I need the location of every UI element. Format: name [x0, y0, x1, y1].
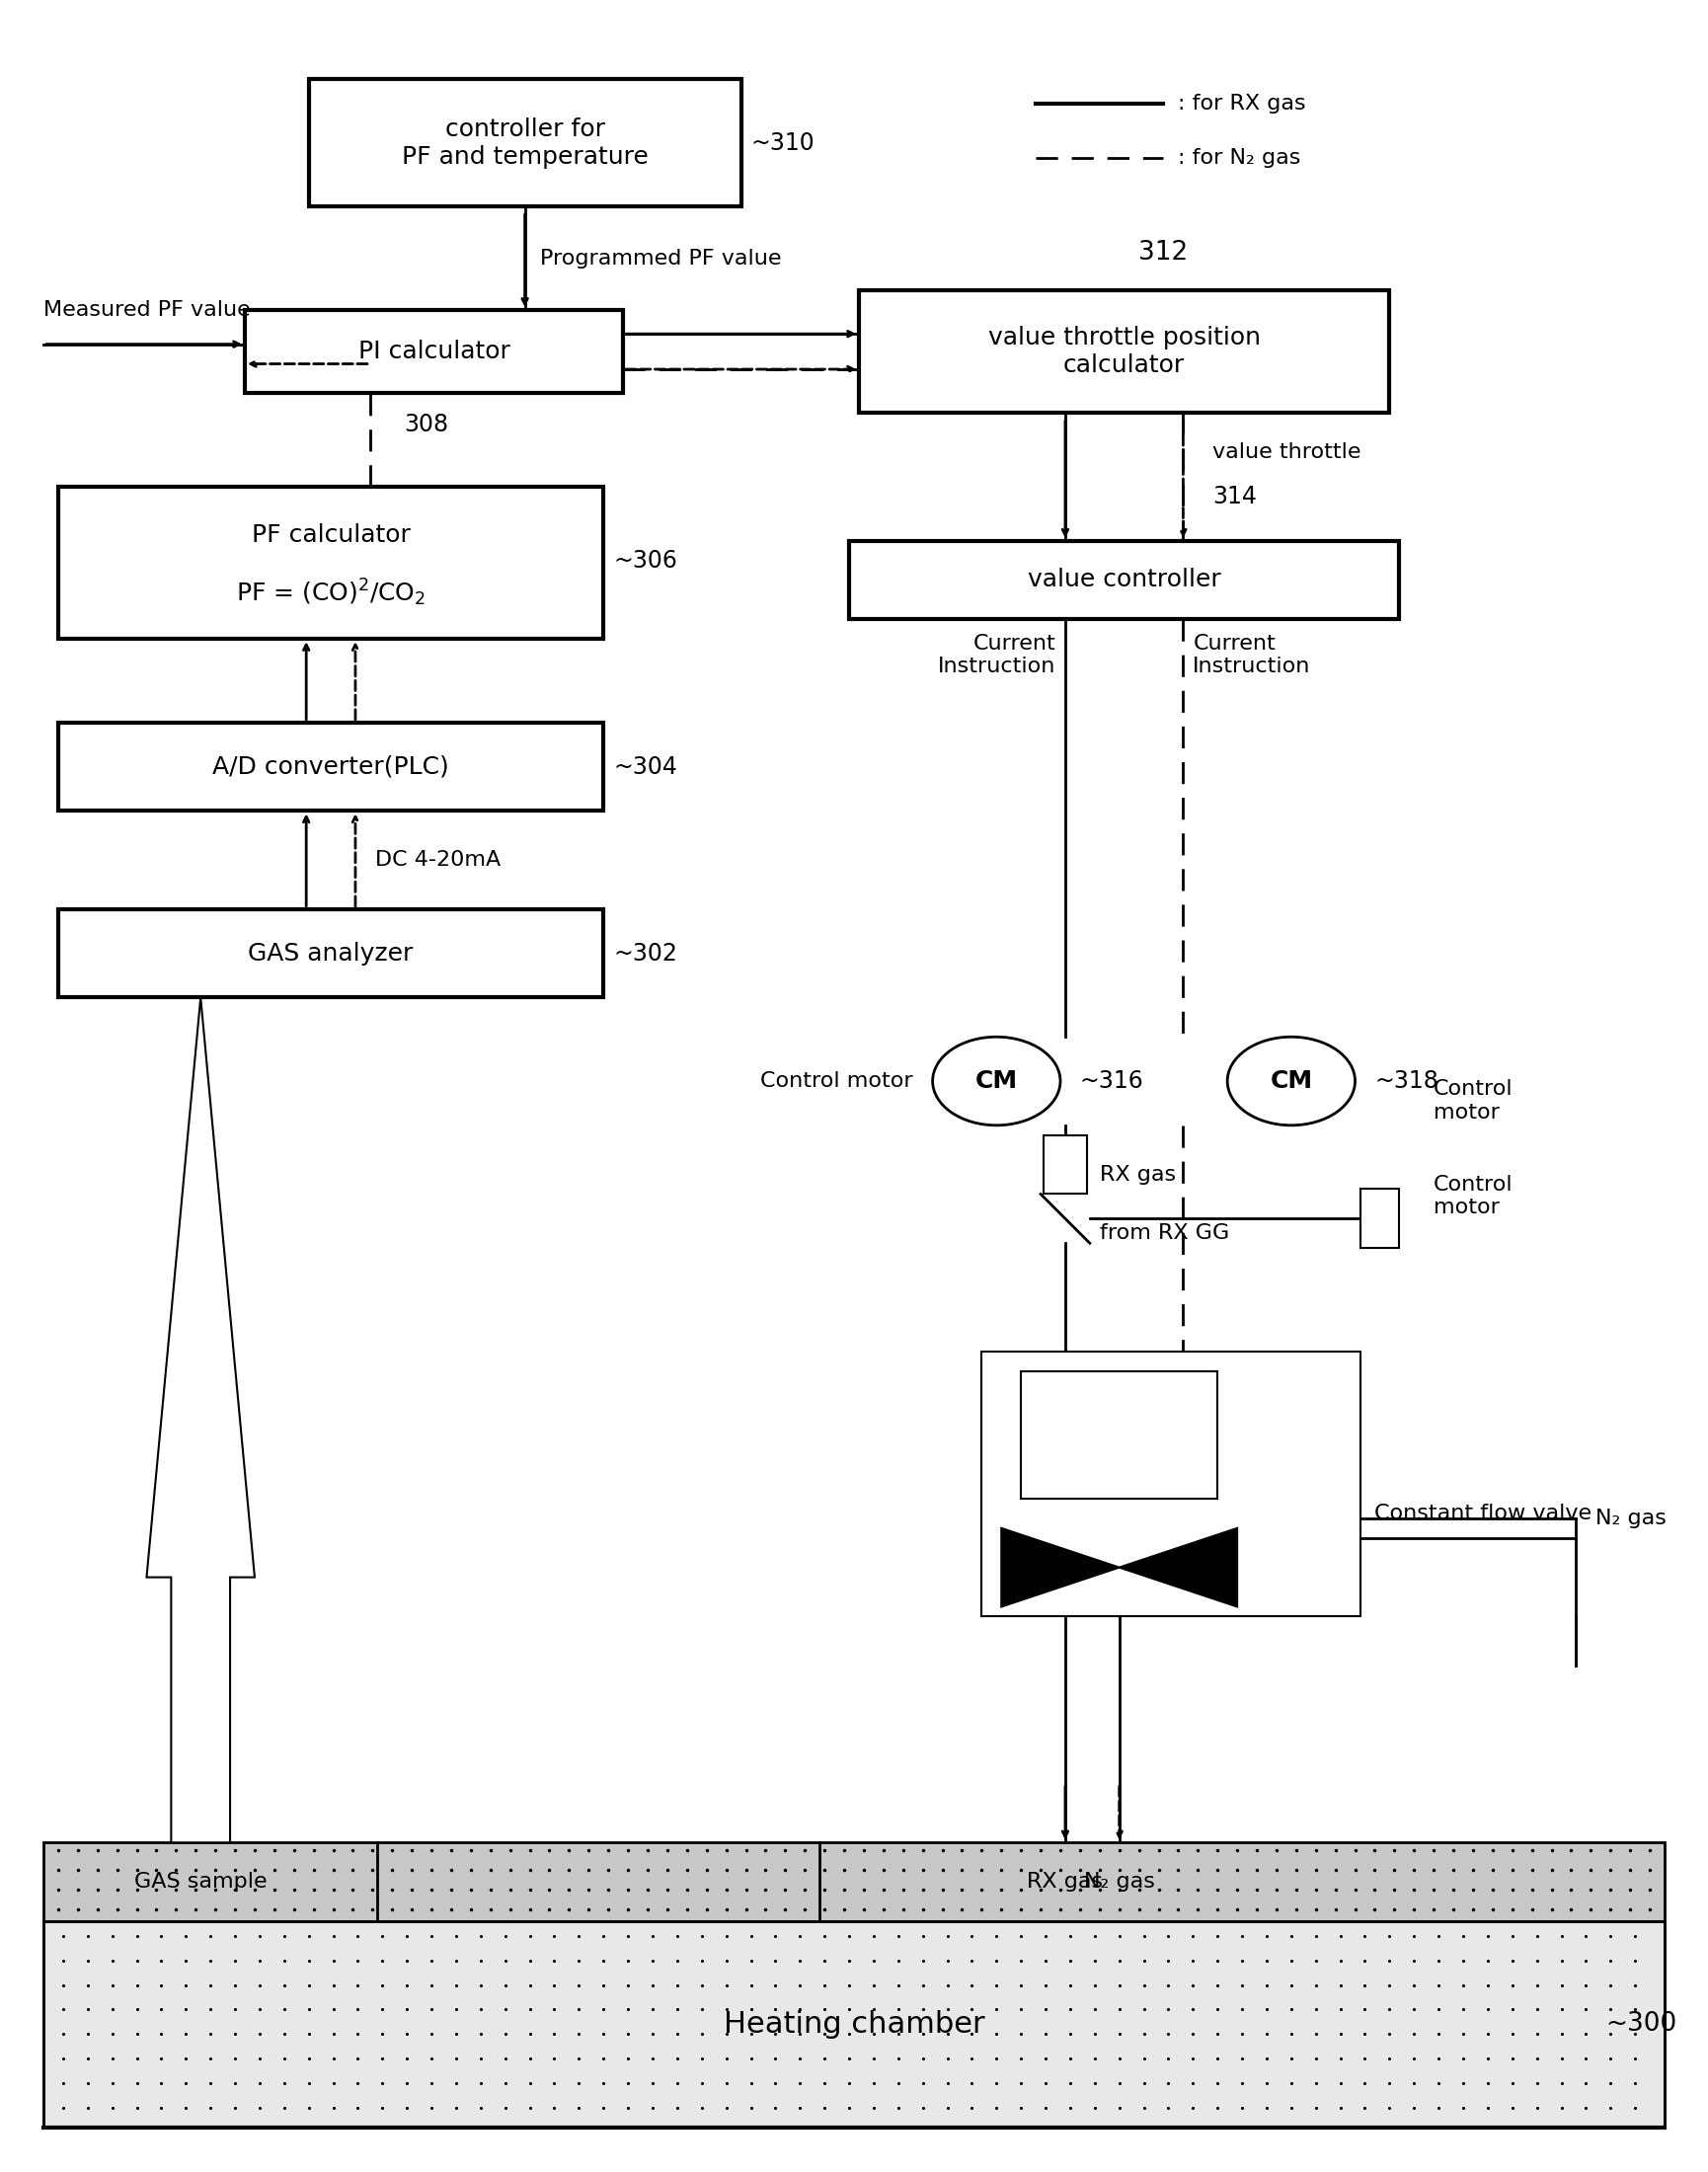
Bar	[982, 1351, 1360, 1616]
Text: ~316: ~316	[1079, 1069, 1144, 1093]
Text: from RX GG: from RX GG	[1100, 1223, 1230, 1242]
Text: 308: 308	[405, 413, 449, 437]
Text: Control motor: Control motor	[760, 1071, 914, 1090]
Text: Control
motor: Control motor	[1433, 1175, 1513, 1216]
Bar	[58, 723, 603, 810]
Bar	[43, 1842, 1665, 2126]
Text: ~302: ~302	[613, 940, 678, 964]
Text: 314: 314	[1213, 484, 1257, 508]
Text: Purging: Purging	[1114, 1479, 1197, 1499]
Text: ~318: ~318	[1375, 1069, 1438, 1093]
Text: CM: CM	[975, 1069, 1018, 1093]
Text: PF = (CO)$^2$/CO$_2$: PF = (CO)$^2$/CO$_2$	[236, 578, 425, 608]
Bar	[309, 78, 741, 206]
Text: Current
Instruction: Current Instruction	[938, 634, 1056, 678]
Bar	[58, 910, 603, 997]
Polygon shape	[1001, 1529, 1119, 1607]
Text: Measured PF value: Measured PF value	[43, 300, 251, 319]
Polygon shape	[1119, 1529, 1237, 1607]
Text: value controller: value controller	[1028, 569, 1221, 591]
Polygon shape	[147, 997, 254, 1842]
Ellipse shape	[933, 1036, 1061, 1125]
Text: CM: CM	[1271, 1069, 1312, 1093]
Bar	[43, 1922, 1665, 2126]
Text: Control
motor: Control motor	[1433, 1079, 1513, 1123]
Text: ~304: ~304	[613, 756, 678, 778]
Text: GAS analyzer: GAS analyzer	[248, 940, 413, 964]
Text: Current
Instruction: Current Instruction	[1192, 634, 1310, 678]
Text: : for RX gas: : for RX gas	[1179, 93, 1307, 113]
Text: A/D converter(PLC): A/D converter(PLC)	[212, 756, 449, 778]
Text: Heating chamber: Heating chamber	[724, 2009, 984, 2040]
Text: N₂ gas: N₂ gas	[1085, 1872, 1155, 1892]
Text: ~306: ~306	[613, 550, 678, 571]
Bar	[1360, 1188, 1399, 1249]
Text: controller for
PF and temperature: controller for PF and temperature	[401, 117, 649, 169]
Text: Programmed PF value: Programmed PF value	[540, 248, 781, 267]
Text: RX gas: RX gas	[1100, 1164, 1175, 1184]
Text: 312: 312	[1139, 239, 1189, 265]
Text: RX gas: RX gas	[1027, 1872, 1103, 1892]
Bar	[849, 541, 1399, 619]
Text: ~310: ~310	[752, 130, 815, 154]
Text: : for N₂ gas: : for N₂ gas	[1179, 148, 1301, 167]
Bar	[244, 311, 623, 393]
Text: value throttle position
calculator: value throttle position calculator	[987, 326, 1261, 378]
Bar	[1021, 1371, 1218, 1499]
Text: GAS sample: GAS sample	[135, 1872, 266, 1892]
Ellipse shape	[1228, 1036, 1354, 1125]
Text: DC 4-20mA: DC 4-20mA	[376, 849, 500, 871]
Text: ~300: ~300	[1606, 2011, 1677, 2037]
Bar	[58, 487, 603, 639]
Text: PI calculator: PI calculator	[359, 339, 511, 363]
Bar	[1044, 1136, 1088, 1195]
Bar	[859, 291, 1390, 413]
Bar	[43, 1842, 1665, 1922]
Text: PF calculator: PF calculator	[251, 523, 410, 547]
Text: value throttle: value throttle	[1213, 443, 1361, 463]
Text: N₂ gas: N₂ gas	[1595, 1507, 1667, 1529]
Text: Constant flow valve: Constant flow valve	[1375, 1503, 1592, 1523]
